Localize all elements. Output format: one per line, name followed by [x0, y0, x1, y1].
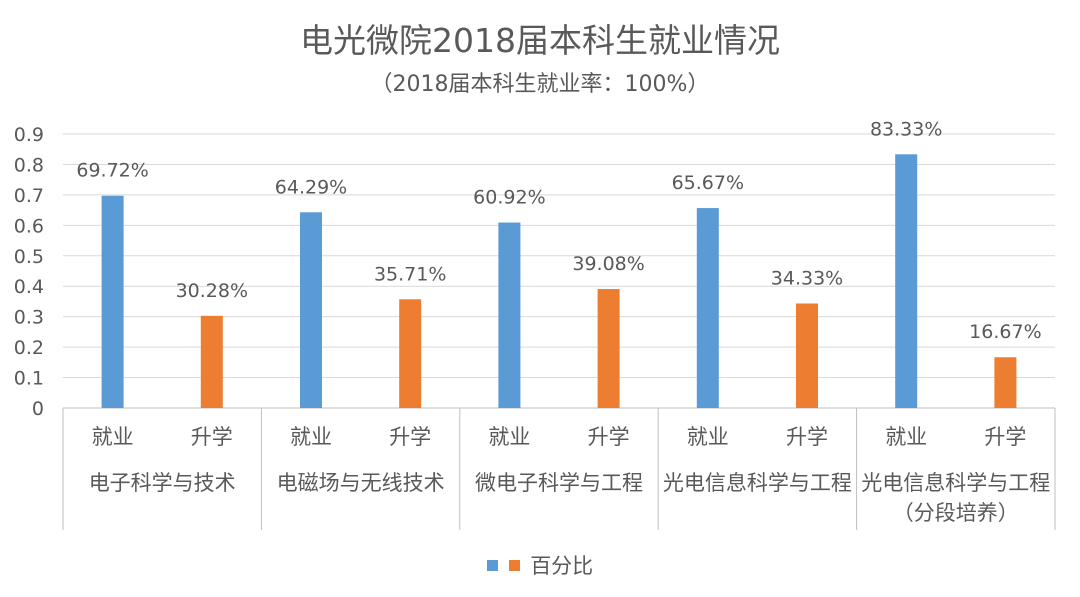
y-tick-label: 0 [32, 398, 44, 420]
legend-swatch-orange [508, 559, 520, 571]
legend-label: 百分比 [530, 554, 594, 578]
bar-employment [895, 154, 918, 408]
bar-further-study [994, 357, 1017, 408]
data-label: 65.67% [672, 172, 744, 194]
data-label: 60.92% [473, 187, 545, 209]
data-label: 64.29% [275, 176, 347, 198]
data-label: 83.33% [870, 118, 942, 140]
x-subcategory-label: 就业 [290, 425, 332, 449]
y-tick-label: 0.9 [14, 124, 44, 146]
x-subcategory-label: 就业 [687, 425, 729, 449]
bar-employment [696, 208, 719, 408]
x-group-label: 微电子科学与工程 [475, 471, 643, 495]
legend: 百分比 [0, 550, 1080, 580]
x-subcategory-label: 就业 [885, 425, 927, 449]
x-group-label: 电子科学与技术 [89, 471, 236, 495]
bar-further-study [796, 303, 818, 408]
bar-employment [101, 195, 124, 408]
bar-employment [498, 222, 521, 408]
y-tick-label: 0.1 [14, 368, 44, 390]
data-label: 69.72% [76, 160, 148, 182]
y-tick-label: 0.8 [14, 154, 44, 176]
x-subcategory-label: 就业 [488, 425, 530, 449]
x-subcategory-label: 升学 [786, 425, 828, 449]
bar-further-study [200, 315, 223, 408]
data-label: 35.71% [374, 263, 446, 285]
y-tick-label: 0.7 [14, 185, 44, 207]
legend-swatch-blue [486, 559, 498, 571]
bar-further-study [597, 289, 620, 408]
data-label: 34.33% [771, 267, 843, 289]
chart-title: 电光微院2018届本科生就业情况 [300, 21, 780, 60]
y-tick-label: 0.5 [14, 246, 44, 268]
data-label: 39.08% [572, 253, 644, 275]
y-tick-label: 0.4 [14, 276, 44, 298]
y-tick-label: 0.2 [14, 337, 44, 359]
bar-employment [300, 212, 322, 408]
x-subcategory-label: 升学 [588, 425, 630, 449]
x-subcategory-label: 就业 [92, 425, 134, 449]
chart-subtitle: （2018届本科生就业率：100%） [370, 72, 710, 97]
x-group-label: 光电信息科学与工程 [663, 471, 852, 495]
data-label: 16.67% [969, 321, 1041, 343]
x-subcategory-label: 升学 [984, 425, 1026, 449]
x-group-label: 光电信息科学与工程（分段培养） [861, 471, 1050, 525]
x-subcategory-label: 升学 [389, 425, 431, 449]
data-label: 30.28% [176, 280, 248, 302]
x-subcategory-label: 升学 [191, 425, 233, 449]
y-tick-label: 0.6 [14, 215, 44, 237]
bar-further-study [399, 299, 422, 408]
y-tick-label: 0.3 [14, 307, 44, 329]
x-group-label: 电磁场与无线技术 [277, 471, 445, 495]
